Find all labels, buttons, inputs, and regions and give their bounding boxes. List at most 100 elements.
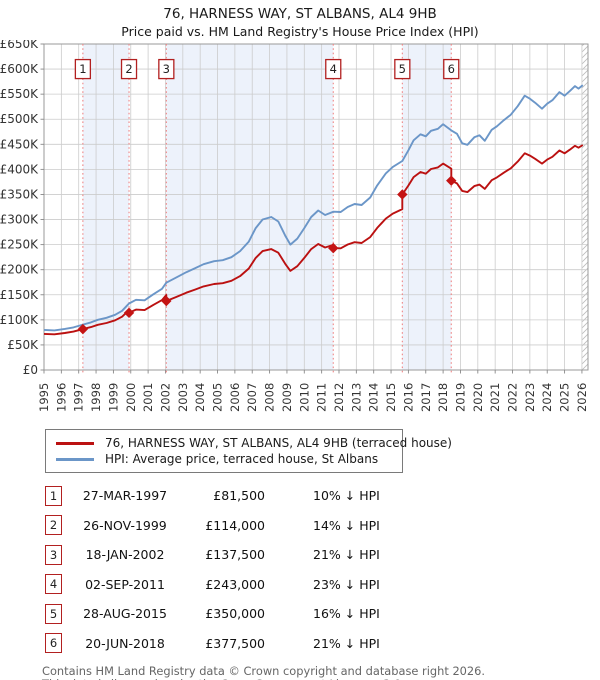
footer-line-2: This data is licensed under the Open Gov… bbox=[42, 677, 600, 680]
sale-price: £377,500 bbox=[205, 635, 265, 651]
sale-number: 3 bbox=[163, 62, 170, 76]
y-axis-label: £300K bbox=[0, 213, 39, 227]
sale-row: 6 20-JUN-2018 £377,500 21% ↓ HPI bbox=[45, 629, 600, 659]
hpi-line bbox=[43, 84, 584, 332]
sale-number-badge bbox=[394, 58, 411, 80]
y-axis-label: £200K bbox=[0, 263, 39, 277]
x-axis-label: 2017 bbox=[419, 383, 433, 412]
x-axis-label: 2000 bbox=[124, 383, 138, 412]
x-axis-label: 2002 bbox=[158, 383, 172, 412]
sale-marker bbox=[328, 242, 339, 254]
footer: Contains HM Land Registry data © Crown c… bbox=[42, 665, 600, 680]
legend-row-hpi: HPI: Average price, terraced house, St A… bbox=[52, 451, 394, 467]
y-axis-label: £0 bbox=[23, 363, 38, 377]
x-axis-label: 2025 bbox=[558, 383, 572, 412]
page-subtitle: Price paid vs. HM Land Registry's House … bbox=[121, 24, 479, 39]
sale-number-badge bbox=[120, 58, 138, 80]
sale-number-badge bbox=[325, 58, 342, 80]
sale-number-badge: 6 bbox=[45, 633, 62, 654]
x-axis-label: 2010 bbox=[297, 383, 311, 412]
x-axis-label: 2014 bbox=[367, 383, 381, 412]
sale-hpi-diff: 21% ↓ HPI bbox=[313, 547, 380, 563]
x-axis-label: 1996 bbox=[54, 383, 68, 412]
sale-hpi-diff: 10% ↓ HPI bbox=[313, 488, 380, 504]
sale-number-badge bbox=[443, 58, 460, 80]
x-axis-label: 1999 bbox=[106, 383, 120, 412]
sale-hpi-diff: 23% ↓ HPI bbox=[313, 576, 380, 592]
y-axis-label: £600K bbox=[0, 62, 39, 76]
sale-price: £114,000 bbox=[205, 517, 265, 533]
price-chart: 1 2 3 4 5 6 £0 £50K £100K £150K £200K £250K £300K £35… bbox=[0, 40, 589, 412]
sale-number-badge: 1 bbox=[45, 485, 62, 506]
x-axis-label: 2009 bbox=[280, 383, 294, 412]
y-axis-label: £150K bbox=[0, 288, 39, 302]
sale-date: 02-SEP-2011 bbox=[85, 576, 165, 592]
sale-price: £137,500 bbox=[205, 547, 265, 563]
sales-table: 1 27-MAR-1997 £81,500 10% ↓ HPI 2 26-NOV-1999… bbox=[45, 481, 600, 658]
sale-price: £243,000 bbox=[205, 576, 265, 592]
x-axis-label: 2011 bbox=[315, 383, 329, 412]
x-axis-label: 1997 bbox=[72, 383, 86, 412]
plot-border bbox=[43, 43, 589, 371]
sale-number-badge: 4 bbox=[45, 574, 62, 595]
ownership-band bbox=[402, 44, 452, 370]
sale-number-badge: 3 bbox=[45, 544, 62, 565]
sale-date: 28-AUG-2015 bbox=[83, 606, 167, 622]
sale-date: 18-JAN-2002 bbox=[85, 547, 165, 563]
x-axis-label: 2001 bbox=[141, 383, 155, 412]
x-axis-label: 2007 bbox=[245, 383, 259, 412]
sale-date: 20-JUN-2018 bbox=[85, 635, 165, 651]
sale-marker bbox=[123, 307, 135, 319]
sale-number-badge: 2 bbox=[45, 515, 62, 536]
x-axis-label: 2003 bbox=[176, 383, 190, 412]
chart-legend: 76, HARNESS WAY, ST ALBANS, AL4 9HB (ter… bbox=[45, 429, 452, 473]
x-axis-label: 2019 bbox=[453, 383, 467, 412]
x-axis-label: 2005 bbox=[211, 383, 225, 412]
x-axis-label: 2004 bbox=[193, 383, 207, 412]
sale-date: 27-MAR-1997 bbox=[82, 488, 168, 504]
sale-row: 1 27-MAR-1997 £81,500 10% ↓ HPI bbox=[45, 481, 600, 511]
x-axis-label: 2022 bbox=[506, 383, 520, 412]
title-block: 76, HARNESS WAY, ST ALBANS, AL4 9HB Pric… bbox=[0, 0, 600, 40]
sale-hpi-diff: 21% ↓ HPI bbox=[313, 635, 380, 651]
sale-number: 5 bbox=[399, 62, 406, 76]
x-axis-label: 2008 bbox=[263, 383, 277, 412]
sale-number-badge bbox=[158, 58, 175, 80]
future-region-hatch bbox=[581, 44, 588, 370]
sale-row: 4 02-SEP-2011 £243,000 23% ↓ HPI bbox=[45, 570, 600, 600]
sale-marker bbox=[397, 189, 408, 200]
sale-number: 4 bbox=[330, 62, 337, 76]
sale-number: 1 bbox=[79, 62, 86, 76]
y-axis-label: £650K bbox=[0, 40, 39, 51]
x-axis-label: 2021 bbox=[488, 383, 502, 412]
x-axis-label: 2012 bbox=[332, 383, 346, 412]
price-paid-line bbox=[43, 144, 584, 336]
legend-row-price: 76, HARNESS WAY, ST ALBANS, AL4 9HB (ter… bbox=[52, 435, 452, 451]
x-axis-label: 2016 bbox=[401, 383, 415, 412]
page-title: 76, HARNESS WAY, ST ALBANS, AL4 9HB bbox=[163, 6, 437, 22]
sale-date: 26-NOV-1999 bbox=[83, 517, 167, 533]
legend-label-hpi: HPI: Average price, terraced house, St A… bbox=[105, 452, 379, 466]
sale-hpi-diff: 16% ↓ HPI bbox=[313, 606, 380, 622]
sale-hpi-diff: 14% ↓ HPI bbox=[313, 517, 380, 533]
y-axis-label: £550K bbox=[0, 87, 39, 101]
sale-marker bbox=[446, 175, 457, 186]
x-axis-label: 2020 bbox=[471, 383, 485, 412]
x-axis-label: 1998 bbox=[89, 383, 103, 412]
x-axis-label: 2024 bbox=[540, 383, 554, 412]
sale-number-badge: 5 bbox=[45, 603, 62, 624]
x-axis-label: 2026 bbox=[575, 383, 589, 412]
x-axis-label: 2023 bbox=[523, 383, 537, 412]
hpi-line-swatch bbox=[56, 457, 94, 461]
sale-row: 3 18-JAN-2002 £137,500 21% ↓ HPI bbox=[45, 540, 600, 570]
legend-label-price: 76, HARNESS WAY, ST ALBANS, AL4 9HB (ter… bbox=[105, 436, 452, 450]
ownership-band bbox=[166, 44, 334, 370]
y-axis-label: £500K bbox=[0, 112, 39, 126]
y-axis-label: £450K bbox=[0, 137, 39, 151]
x-axis-label: 2006 bbox=[228, 383, 242, 412]
y-axis-label: £250K bbox=[0, 238, 39, 252]
x-axis-label: 2018 bbox=[436, 383, 450, 412]
y-axis-label: £350K bbox=[0, 187, 39, 201]
x-axis-label: 2015 bbox=[384, 383, 398, 412]
